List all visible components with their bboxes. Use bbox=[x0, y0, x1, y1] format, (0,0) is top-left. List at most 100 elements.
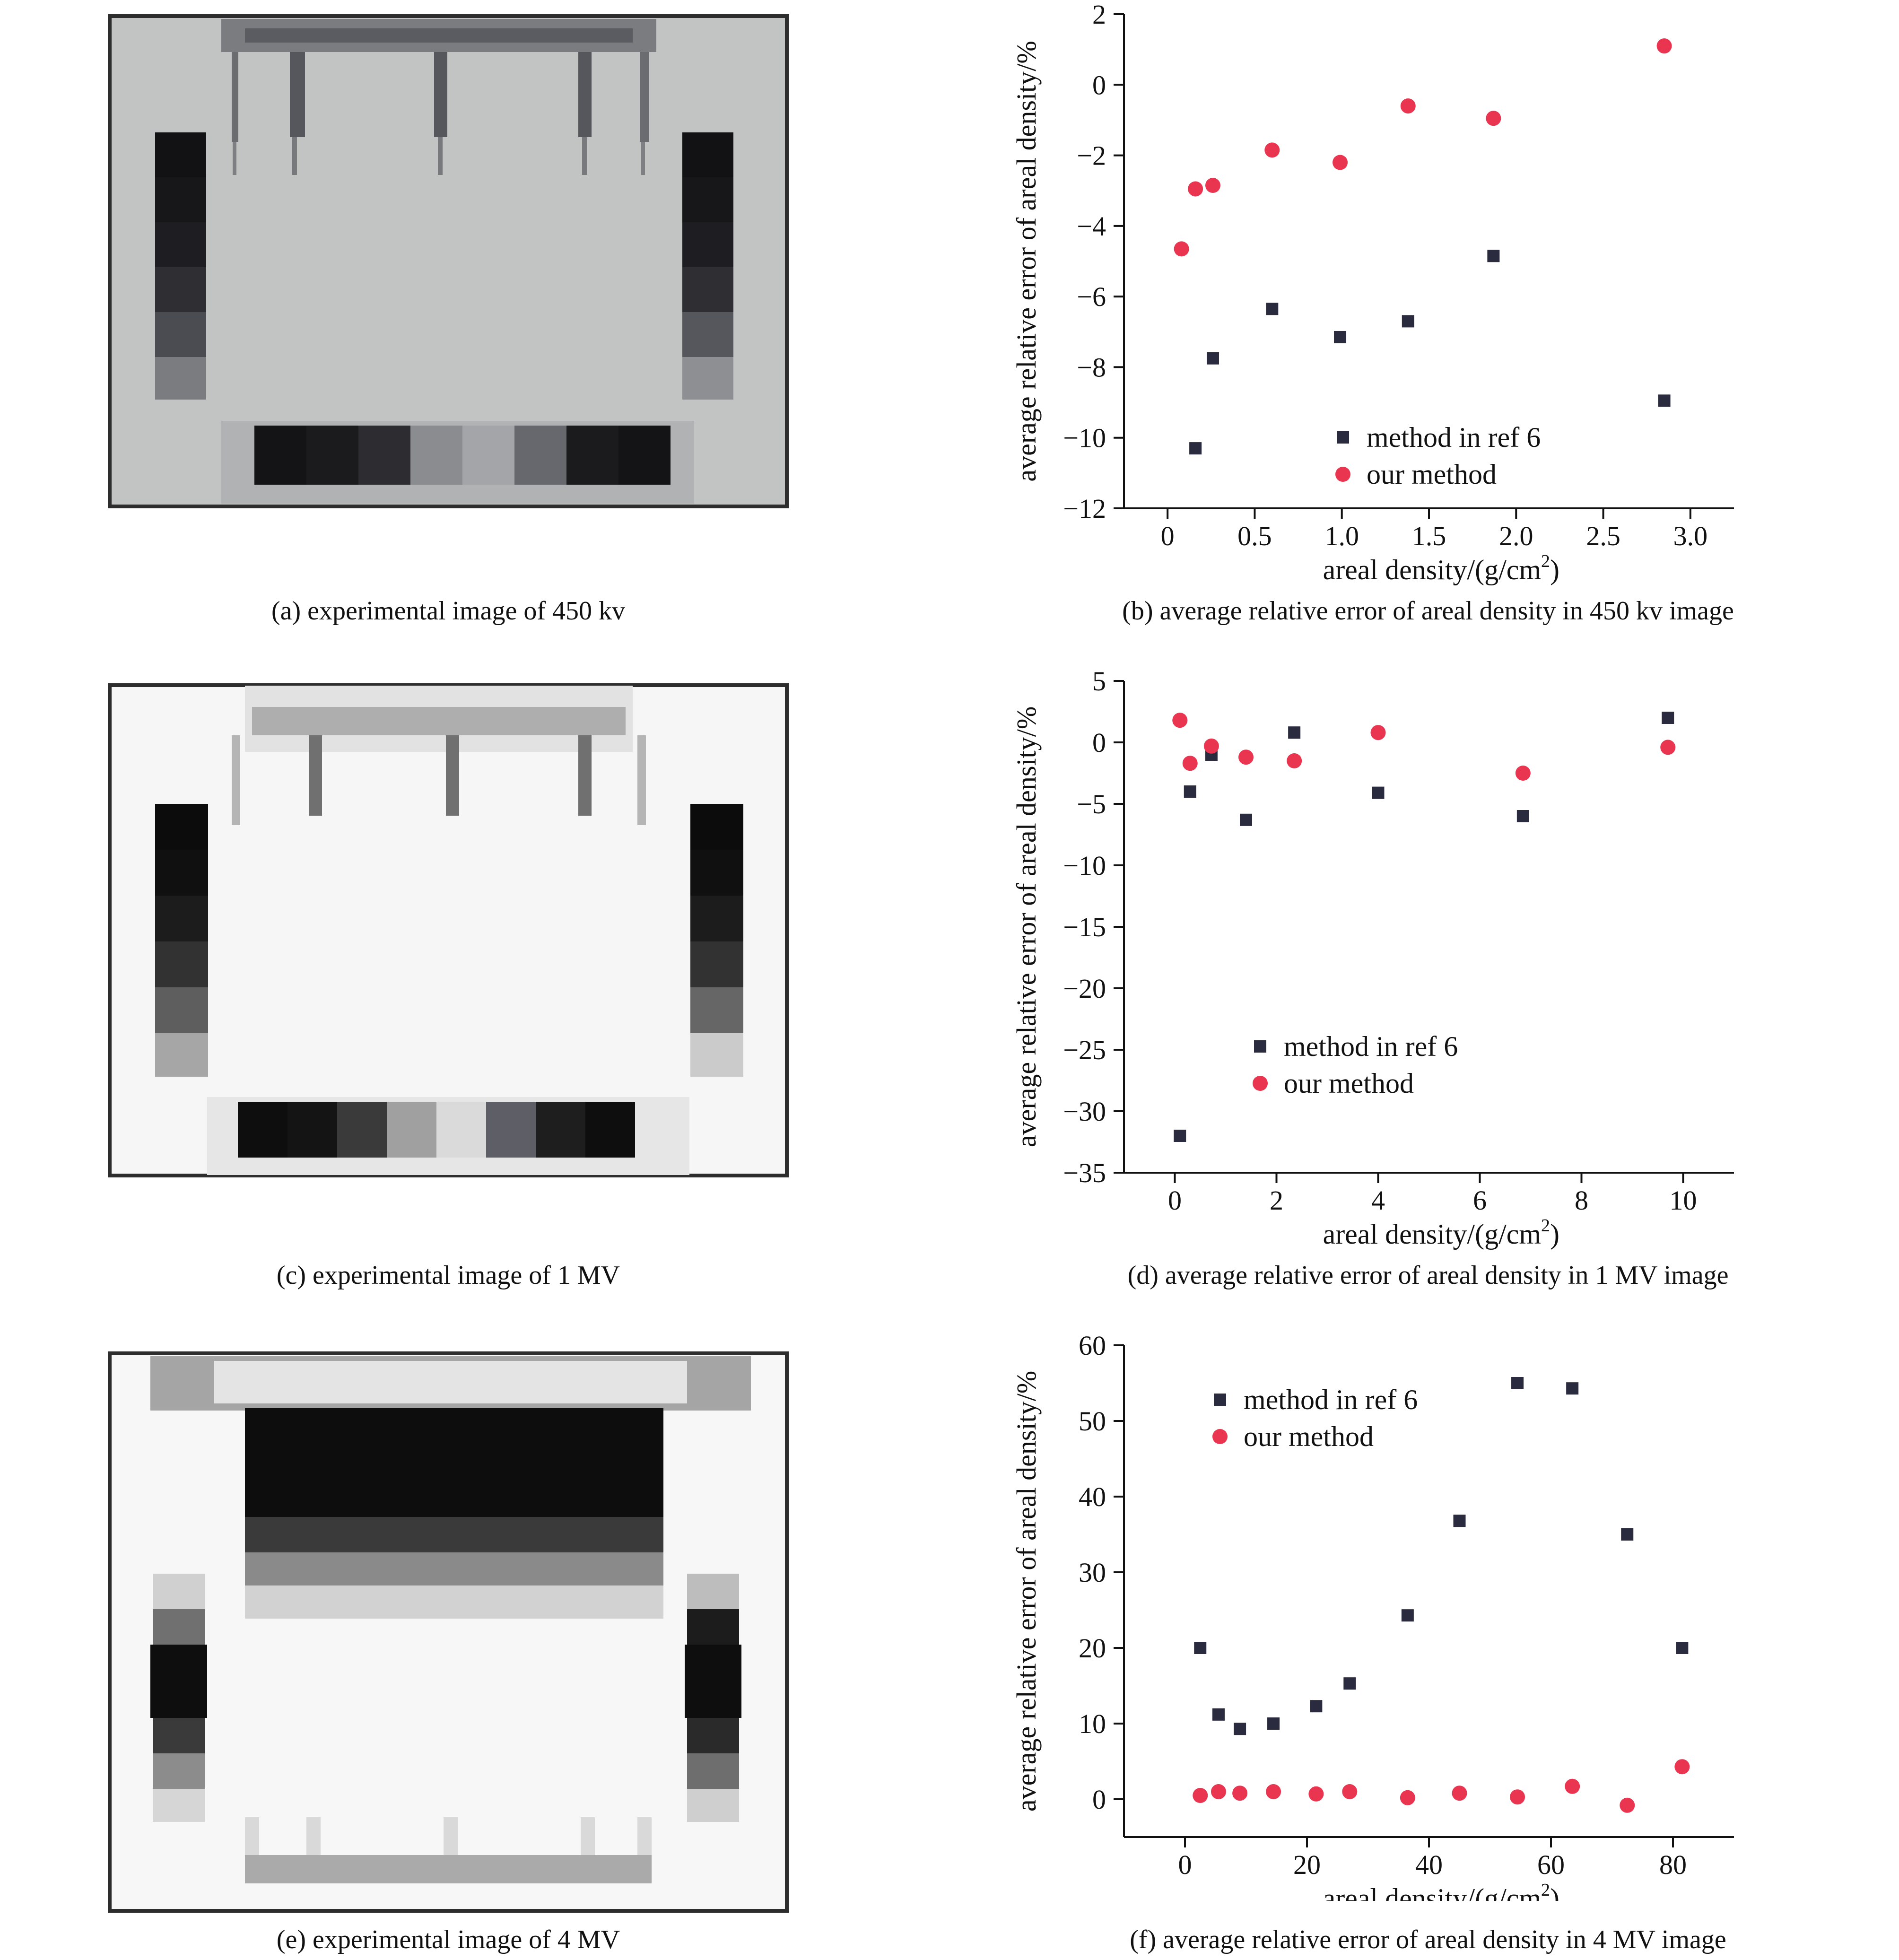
y-axis-label: average relative error of areal density/… bbox=[1011, 41, 1042, 481]
y-axis-label: average relative error of areal density/… bbox=[1011, 706, 1042, 1147]
caption-a: (a) experimental image of 450 kv bbox=[271, 596, 625, 626]
data-point-ref6 bbox=[1343, 1677, 1356, 1690]
x-axis-label-text: areal density/(g/cm bbox=[1323, 554, 1541, 585]
data-point-ref6 bbox=[1310, 1700, 1323, 1713]
y-tick-label: −5 bbox=[1077, 789, 1106, 819]
data-point-our-method bbox=[1182, 756, 1198, 771]
x-axis-label-tail: ) bbox=[1550, 1883, 1559, 1901]
x-tick-label: 0 bbox=[1178, 1849, 1192, 1880]
data-point-ref6 bbox=[1487, 250, 1500, 262]
y-tick-label: −2 bbox=[1077, 140, 1106, 171]
y-tick-label: −15 bbox=[1063, 912, 1106, 942]
data-point-ref6 bbox=[1621, 1528, 1634, 1541]
data-point-ref6 bbox=[1334, 331, 1347, 343]
x-tick-label: 2.5 bbox=[1586, 521, 1620, 551]
data-point-our-method bbox=[1486, 111, 1501, 126]
caption-d: (d) average relative error of areal dens… bbox=[1127, 1261, 1729, 1290]
data-point-our-method bbox=[1205, 178, 1220, 193]
y-tick-label: 0 bbox=[1092, 1784, 1106, 1815]
data-point-ref6 bbox=[1288, 726, 1301, 739]
legend-marker-ref6 bbox=[1254, 1040, 1266, 1053]
data-point-our-method bbox=[1515, 766, 1531, 781]
data-point-ref6 bbox=[1511, 1377, 1524, 1389]
x-tick-label: 0.5 bbox=[1237, 521, 1272, 551]
x-tick-label: 2.0 bbox=[1499, 521, 1533, 551]
data-point-our-method bbox=[1172, 713, 1188, 728]
data-point-our-method bbox=[1264, 142, 1280, 158]
legend-label: our method bbox=[1284, 1068, 1414, 1099]
scatter-chart-1mv: 0 2 4 6 8 10 −35 −30 −25 −20 −15 −10 −5 0 5 areal densi… bbox=[1011, 666, 1734, 1250]
data-point-our-method bbox=[1174, 241, 1189, 257]
data-point-ref6 bbox=[1658, 394, 1671, 407]
data-point-our-method bbox=[1211, 1784, 1226, 1799]
x-tick-label: 40 bbox=[1415, 1849, 1443, 1880]
data-point-ref6 bbox=[1240, 813, 1252, 826]
data-point-ref6 bbox=[1402, 315, 1414, 328]
x-axis-label-sup: 2 bbox=[1541, 551, 1550, 571]
data-point-our-method bbox=[1308, 1786, 1324, 1802]
x-tick-label: 80 bbox=[1659, 1849, 1687, 1880]
data-point-ref6 bbox=[1206, 352, 1219, 365]
x-tick-label: 10 bbox=[1670, 1185, 1697, 1216]
data-point-ref6 bbox=[1662, 712, 1674, 724]
x-axis-label-text: areal density/(g/cm bbox=[1323, 1883, 1541, 1901]
x-tick-label: 0 bbox=[1161, 521, 1175, 551]
data-point-ref6 bbox=[1212, 1708, 1225, 1721]
x-tick-label: 3.0 bbox=[1673, 521, 1708, 551]
caption-c: (c) experimental image of 1 MV bbox=[276, 1261, 620, 1290]
x-axis-label-sup: 2 bbox=[1541, 1216, 1550, 1236]
data-point-our-method bbox=[1203, 738, 1219, 754]
y-tick-label: −30 bbox=[1063, 1096, 1106, 1127]
data-point-our-method bbox=[1188, 181, 1203, 197]
data-point-ref6 bbox=[1194, 1642, 1207, 1654]
x-tick-label: 20 bbox=[1293, 1849, 1321, 1880]
data-point-ref6 bbox=[1234, 1723, 1246, 1735]
data-point-ref6 bbox=[1516, 810, 1529, 822]
x-axis-label: areal density/(g/cm2) bbox=[1323, 1216, 1559, 1250]
x-tick-label: 1.5 bbox=[1412, 521, 1446, 551]
data-point-ref6 bbox=[1174, 1130, 1186, 1142]
experimental-image-1mv bbox=[108, 683, 789, 1177]
y-tick-label: 5 bbox=[1092, 666, 1106, 697]
data-point-our-method bbox=[1287, 753, 1302, 768]
y-tick-label: 0 bbox=[1092, 727, 1106, 758]
data-point-ref6 bbox=[1266, 303, 1279, 315]
x-tick-label: 8 bbox=[1575, 1185, 1588, 1216]
data-point-our-method bbox=[1400, 1790, 1415, 1805]
x-axis-label: areal density/(g/cm2) bbox=[1323, 551, 1559, 585]
scatter-chart-450kv: 0 0.5 1.0 1.5 2.0 2.5 3.0−12−10−8−6−4−202areal… bbox=[1011, 0, 1734, 585]
x-tick-label: 60 bbox=[1537, 1849, 1565, 1880]
y-tick-label: −20 bbox=[1063, 973, 1106, 1004]
legend-marker-our-method bbox=[1212, 1429, 1228, 1444]
data-point-ref6 bbox=[1189, 442, 1202, 455]
legend-label: our method bbox=[1367, 459, 1497, 490]
y-tick-label: −10 bbox=[1063, 423, 1106, 453]
y-tick-label: 40 bbox=[1079, 1481, 1106, 1512]
x-axis-label-tail: ) bbox=[1550, 1219, 1559, 1250]
experimental-image-450kv bbox=[108, 14, 789, 508]
data-point-our-method bbox=[1510, 1789, 1525, 1805]
y-axis-label: average relative error of areal density/… bbox=[1011, 1371, 1042, 1812]
data-point-ref6 bbox=[1372, 786, 1385, 799]
legend-marker-ref6 bbox=[1214, 1394, 1226, 1406]
y-tick-label: 0 bbox=[1092, 70, 1106, 100]
data-point-our-method bbox=[1656, 38, 1672, 54]
x-tick-label: 1.0 bbox=[1324, 521, 1359, 551]
legend-label: method in ref 6 bbox=[1367, 422, 1541, 453]
x-axis-label: areal density/(g/cm2) bbox=[1323, 1880, 1559, 1901]
data-point-our-method bbox=[1333, 155, 1348, 170]
data-point-ref6 bbox=[1267, 1717, 1280, 1730]
legend-label: our method bbox=[1244, 1421, 1374, 1452]
legend-marker-ref6 bbox=[1337, 431, 1349, 444]
data-point-our-method bbox=[1660, 740, 1676, 755]
data-point-our-method bbox=[1266, 1784, 1281, 1799]
x-tick-label: 0 bbox=[1168, 1185, 1182, 1216]
data-point-ref6 bbox=[1676, 1642, 1689, 1654]
y-tick-label: 60 bbox=[1079, 1330, 1106, 1361]
y-tick-label: −8 bbox=[1077, 352, 1106, 383]
data-point-our-method bbox=[1674, 1759, 1690, 1775]
x-tick-label: 2 bbox=[1270, 1185, 1283, 1216]
data-point-ref6 bbox=[1453, 1515, 1466, 1527]
legend-marker-our-method bbox=[1253, 1076, 1268, 1091]
data-point-our-method bbox=[1452, 1786, 1467, 1801]
